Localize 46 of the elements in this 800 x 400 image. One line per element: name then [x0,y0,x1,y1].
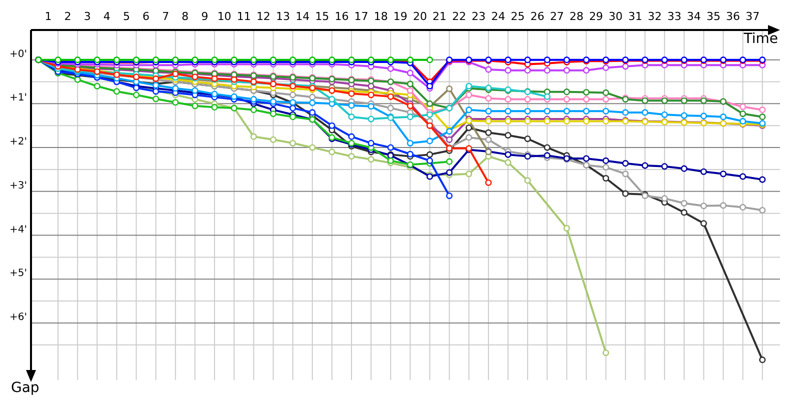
x-tick-label: 25 [510,10,525,23]
x-tick-label: 23 [472,10,486,23]
x-tick-label: 11 [236,10,251,23]
x-tick-label: 14 [296,10,310,23]
x-tick-label: 26 [530,10,544,23]
x-tick-label: 13 [276,10,290,23]
x-tick-label: 30 [608,10,623,23]
x-tick-label: 6 [142,10,150,23]
y-tick-label: +0' [10,48,27,60]
x-tick-label: 1 [44,10,52,23]
y-tick-label: +4' [10,224,27,236]
x-axis-title: Time [742,31,778,47]
x-tick-label: 32 [648,10,662,23]
x-tick-label: 29 [589,10,604,23]
x-tick-label: 18 [374,10,388,23]
y-tick-label: +1' [10,92,27,104]
x-tick-label: 31 [628,10,642,23]
y-tick-label: +2' [10,136,27,148]
x-tick-label: 22 [452,10,466,23]
x-tick-label: 3 [84,10,91,23]
x-tick-label: 10 [217,10,232,23]
x-tick-label: 37 [746,10,760,23]
x-tick-label: 20 [412,10,427,23]
y-tick-label: +3' [10,180,27,192]
x-tick-label: 5 [122,10,130,23]
x-tick-label: 35 [706,10,720,23]
x-tick-label: 36 [726,10,740,23]
x-tick-label: 2 [64,10,72,23]
x-tick-label: 33 [667,10,682,23]
x-tick-label: 16 [334,10,349,23]
x-tick-label: 12 [256,10,270,23]
x-tick-label: 9 [201,10,208,23]
y-tick-label: +6' [10,312,27,323]
x-tick-label: 19 [393,10,408,23]
y-tick-label: +5' [10,268,27,280]
x-tick-label: 24 [491,10,506,23]
x-tick-label: 17 [354,10,368,23]
x-tick-label: 27 [550,10,564,23]
x-tick-label: 4 [103,10,110,23]
y-axis-title: Gap [11,380,40,396]
x-tick-label: 15 [315,10,330,23]
x-tick-label: 21 [432,10,447,23]
x-tick-label: 28 [570,10,584,23]
x-tick-label: 7 [162,10,170,23]
x-tick-label: 34 [686,10,701,23]
x-tick-label: 8 [182,10,189,23]
